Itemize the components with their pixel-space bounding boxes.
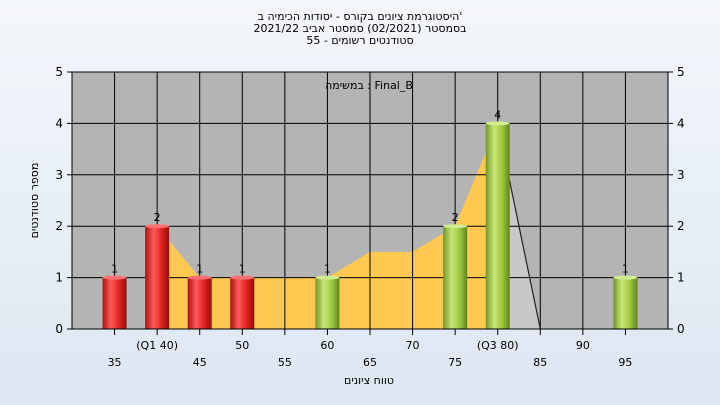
x-tick-label: 90 (576, 339, 590, 352)
y-tick-label-left: 2 (55, 219, 63, 233)
y-tick-label-left: 4 (55, 116, 63, 130)
x-tick-label: (Q1 40) (136, 339, 178, 352)
bar-value-label: 1 (324, 263, 331, 276)
x-tick-label: 60 (320, 339, 334, 352)
x-tick-label: 65 (363, 356, 377, 369)
histogram-bar (613, 277, 638, 329)
x-tick-label: 50 (235, 339, 249, 352)
bar-value-label: 1 (239, 263, 246, 276)
histogram-bar (145, 226, 170, 329)
bar-cap (315, 275, 340, 280)
chart-title-line-2: בסמסטר (02/2021) סמסטר אביב 2021/22 (253, 22, 467, 35)
bar-value-label: 4 (494, 108, 501, 121)
bar-value-label: 1 (196, 263, 203, 276)
histogram-bar (102, 277, 127, 329)
chart-title-line-1: היסטוגרמת ציונים בקורס - יסודות הכימיה ב… (257, 10, 463, 23)
x-tick-label: 75 (448, 356, 462, 369)
chart-title-line-3: סטודנטים רשומים - 55 (306, 34, 414, 47)
histogram-bar (485, 123, 510, 330)
y-tick-label-right: 1 (677, 271, 685, 285)
histogram-bar (443, 226, 468, 329)
x-tick-label: 45 (193, 356, 207, 369)
y-tick-label-right: 2 (677, 219, 685, 233)
y-tick-label-right: 0 (677, 322, 685, 336)
bar-value-label: 1 (622, 263, 629, 276)
bar-value-label: 1 (111, 263, 118, 276)
y-tick-label-right: 5 (677, 65, 685, 79)
x-axis-title: טווח ציונים (344, 374, 394, 387)
histogram-bar (230, 277, 255, 329)
x-tick-label: 95 (618, 356, 632, 369)
x-tick-label: (Q3 80) (477, 339, 519, 352)
bar-cap (485, 121, 510, 126)
bar-cap (613, 275, 638, 280)
bar-value-label: 2 (154, 211, 161, 224)
bar-value-label: 2 (452, 211, 459, 224)
bar-cap (102, 275, 127, 280)
x-tick-label: 85 (533, 356, 547, 369)
x-tick-label: 70 (406, 339, 420, 352)
y-axis-title: מספר סטודנטים (28, 163, 41, 239)
histogram-bar (315, 277, 340, 329)
x-tick-label: 35 (108, 356, 122, 369)
y-tick-label-left: 1 (55, 271, 63, 285)
bar-cap (443, 224, 468, 229)
x-tick-label: 55 (278, 356, 292, 369)
task-annotation: במשימה : Final_B (325, 79, 413, 92)
y-tick-label-left: 5 (55, 65, 63, 79)
bar-cap (230, 275, 255, 280)
y-tick-label-left: 0 (55, 322, 63, 336)
bar-cap (187, 275, 212, 280)
y-tick-label-right: 3 (677, 168, 685, 182)
y-tick-label-right: 4 (677, 116, 685, 130)
bar-cap (145, 224, 170, 229)
histogram-bar (187, 277, 212, 329)
y-tick-label-left: 3 (55, 168, 63, 182)
